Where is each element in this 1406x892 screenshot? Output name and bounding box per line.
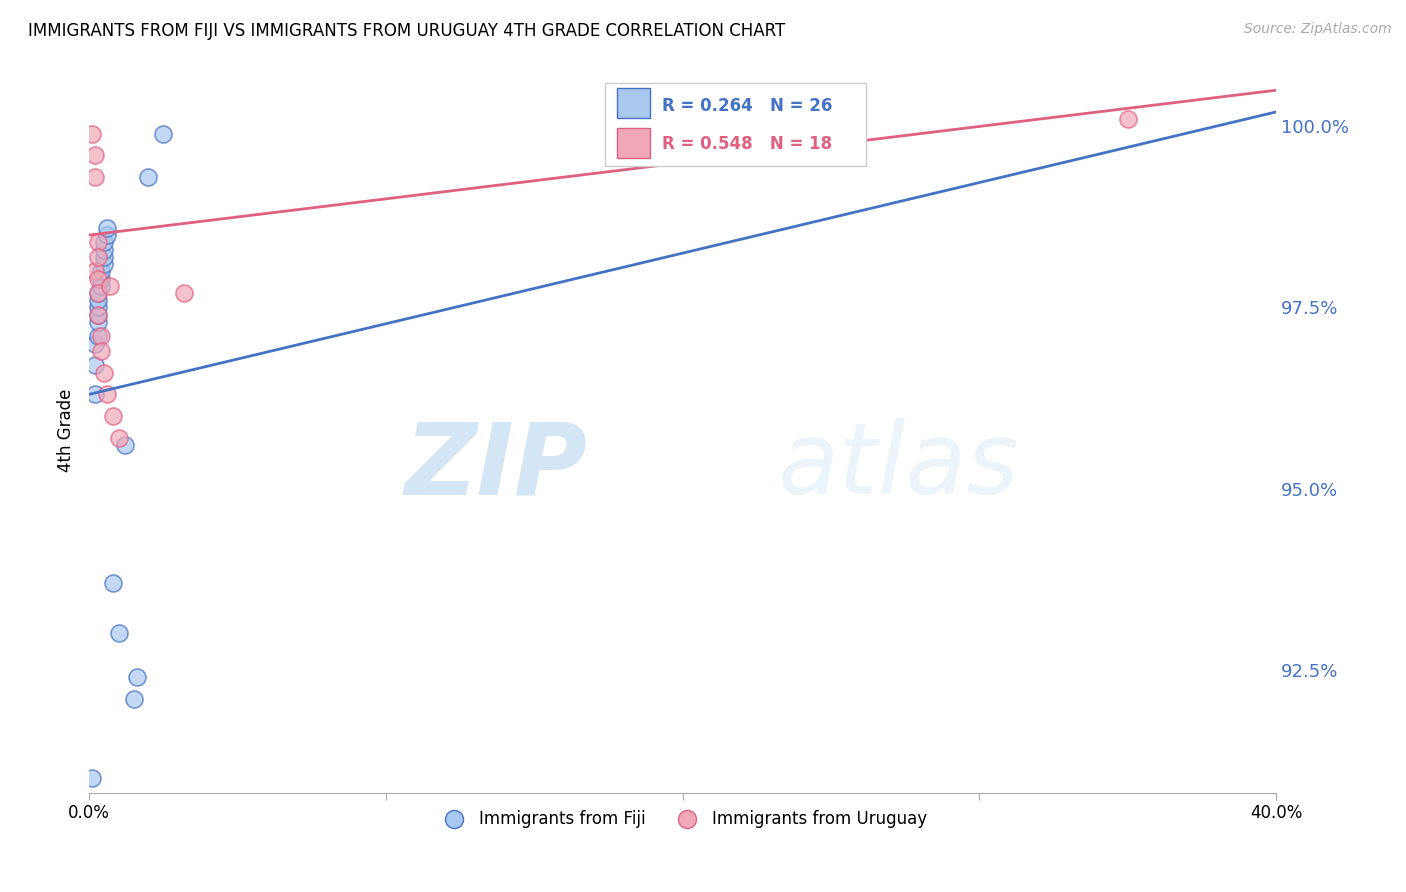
Point [87, 315, 110, 329]
Point [90, 264, 112, 278]
Point [90, 271, 112, 285]
Point [96, 387, 118, 401]
Point [90, 329, 112, 343]
Point [93, 366, 115, 380]
Text: ZIP: ZIP [405, 418, 588, 516]
Point [122, 691, 145, 706]
Point [87, 308, 110, 322]
Point [1116, 112, 1139, 127]
Point [87, 308, 110, 322]
Text: R = 0.548   N = 18: R = 0.548 N = 18 [662, 135, 832, 153]
Point [93, 250, 115, 264]
FancyBboxPatch shape [617, 87, 651, 118]
Text: atlas: atlas [778, 418, 1019, 516]
Point [84, 336, 107, 351]
Point [90, 343, 112, 358]
Point [93, 235, 115, 250]
Point [101, 409, 124, 423]
Point [138, 170, 160, 185]
Point [90, 278, 112, 293]
Point [84, 148, 107, 162]
Point [96, 228, 118, 243]
Point [152, 127, 174, 141]
Point [173, 285, 195, 300]
Point [80, 771, 103, 785]
Point [96, 220, 118, 235]
Point [84, 170, 107, 185]
Point [101, 575, 124, 590]
Point [114, 438, 136, 452]
Point [87, 235, 110, 250]
Y-axis label: 4th Grade: 4th Grade [58, 389, 75, 472]
Point [84, 387, 107, 401]
Point [125, 670, 148, 684]
Point [87, 329, 110, 343]
Point [87, 285, 110, 300]
Text: Source: ZipAtlas.com: Source: ZipAtlas.com [1244, 22, 1392, 37]
Point [87, 293, 110, 308]
FancyBboxPatch shape [606, 83, 866, 166]
Point [87, 301, 110, 315]
Legend: Immigrants from Fiji, Immigrants from Uruguay: Immigrants from Fiji, Immigrants from Ur… [430, 804, 934, 835]
Point [98, 278, 121, 293]
Point [87, 285, 110, 300]
FancyBboxPatch shape [617, 128, 651, 158]
Point [107, 431, 129, 445]
Point [80, 127, 103, 141]
Point [107, 626, 129, 640]
Text: R = 0.264   N = 26: R = 0.264 N = 26 [662, 97, 832, 115]
Point [87, 250, 110, 264]
Point [84, 264, 107, 278]
Point [93, 257, 115, 271]
Point [87, 271, 110, 285]
Text: IMMIGRANTS FROM FIJI VS IMMIGRANTS FROM URUGUAY 4TH GRADE CORRELATION CHART: IMMIGRANTS FROM FIJI VS IMMIGRANTS FROM … [28, 22, 786, 40]
Point [93, 243, 115, 257]
Point [84, 359, 107, 373]
